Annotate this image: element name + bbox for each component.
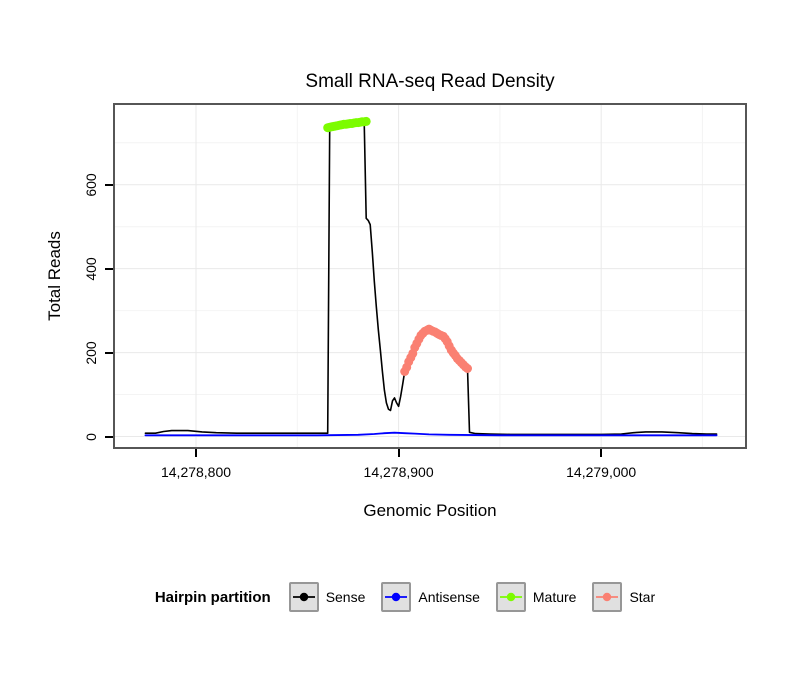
legend-key-antisense	[381, 582, 412, 612]
series-sense	[144, 120, 718, 436]
plot-panel	[113, 103, 747, 449]
line-point-icon	[499, 592, 522, 602]
y-tick-mark	[105, 435, 113, 438]
y-tick-label: 400	[83, 256, 99, 281]
legend-label-mature: Mature	[532, 589, 577, 605]
x-tick-label: 14,278,900	[363, 464, 434, 480]
x-tick-label: 14,278,800	[160, 464, 232, 480]
legend-label-star: Star	[629, 589, 656, 605]
legend-label-sense: Sense	[325, 589, 366, 605]
legend-item-antisense: Antisense	[381, 582, 480, 612]
legend: Hairpin partition Sense Antisense	[0, 582, 810, 612]
line-point-icon	[385, 592, 408, 602]
x-tick-mark	[600, 449, 603, 457]
x-axis-title: Genomic Position	[363, 501, 497, 520]
y-tick-label: 200	[83, 340, 99, 365]
legend-title: Hairpin partition	[154, 588, 271, 606]
x-tick-mark	[397, 449, 400, 457]
series-mature	[323, 116, 371, 133]
legend-label-antisense: Antisense	[418, 589, 480, 605]
series-antisense	[144, 431, 718, 437]
legend-key-mature	[495, 582, 526, 612]
line-point-icon	[292, 592, 315, 602]
legend-item-star: Star	[592, 582, 655, 612]
x-tick-label: 14,279,000	[566, 464, 637, 480]
legend-key-star	[592, 582, 623, 612]
line-point-icon	[596, 592, 619, 602]
series-star	[400, 324, 472, 376]
legend-item-mature: Mature	[495, 582, 577, 612]
y-tick-label: 600	[83, 173, 99, 197]
y-tick-mark	[105, 351, 113, 354]
legend-item-sense: Sense	[288, 582, 366, 612]
x-tick-mark	[195, 449, 198, 457]
y-tick-label: 0	[83, 432, 99, 441]
y-tick-mark	[105, 183, 113, 186]
gridlines	[115, 105, 745, 447]
legend-key-sense	[288, 582, 319, 612]
chart-title: Small RNA-seq Read Density	[305, 71, 555, 92]
plot-canvas	[115, 105, 745, 447]
y-tick-mark	[105, 267, 113, 270]
y-axis-title: Total Reads	[45, 231, 64, 321]
